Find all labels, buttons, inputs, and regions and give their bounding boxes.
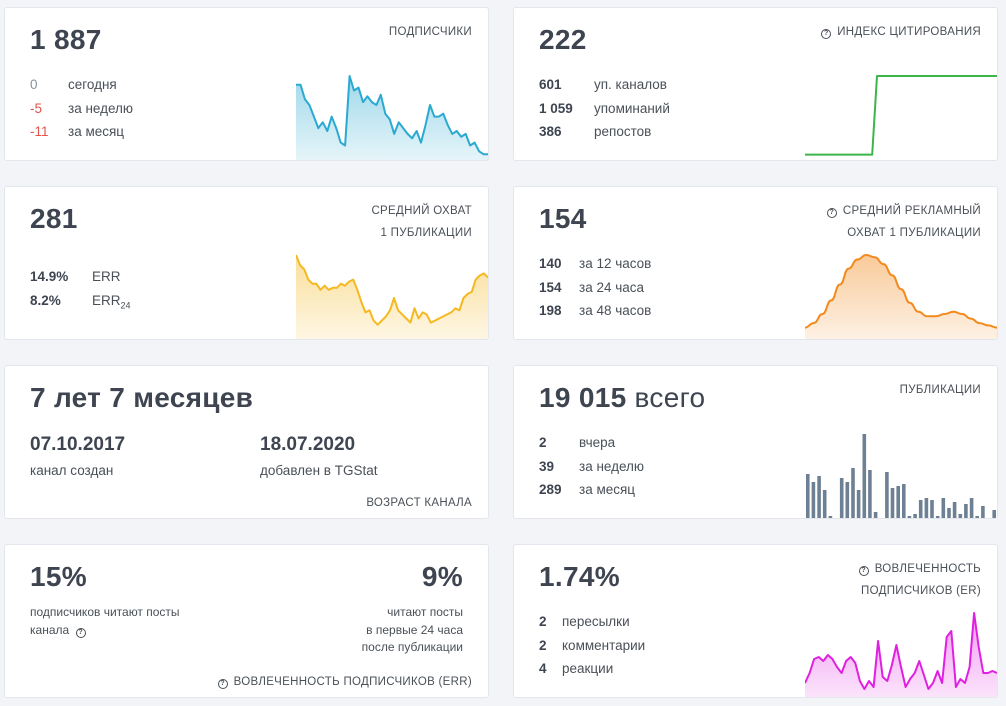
subscribers-stats: 0 сегодня -5 за неделю -11 за месяц	[30, 73, 133, 144]
citation-index-label: ? ИНДЕКС ЦИТИРОВАНИЯ	[821, 21, 981, 43]
added-date: 18.07.2020	[260, 434, 356, 455]
ad-reach-sparkline	[805, 254, 997, 339]
publications-stats: 2 вчера 39 за неделю 289 за месяц	[539, 435, 645, 497]
bar-mark	[839, 478, 844, 518]
er-stats: 2 пересылки 2 комментарии 4 реакции	[539, 614, 646, 676]
err-value: 15%	[30, 561, 87, 592]
bar-mark	[862, 434, 867, 518]
bar-mark	[822, 490, 827, 518]
help-icon[interactable]: ?	[75, 627, 86, 638]
bar-mark	[913, 514, 917, 518]
publications-label: ПУБЛИКАЦИИ	[899, 384, 981, 396]
stat-row-week: -5 за неделю	[30, 100, 134, 116]
ad-reach-card[interactable]: 154 ? СРЕДНИЙ РЕКЛАМНЫЙ ОХВАТ 1 ПУБЛИКАЦИ…	[513, 186, 998, 340]
reach-sparkline	[296, 254, 488, 339]
citation-index-value: 222	[539, 24, 587, 55]
series-line-mark	[805, 254, 997, 329]
bar-mark	[918, 500, 923, 518]
bar-mark	[947, 508, 951, 518]
citation-sparkline	[805, 75, 997, 156]
bar-mark	[845, 482, 850, 518]
channel-age-card[interactable]: 7 лет 7 месяцев 07.10.2017 канал создан …	[4, 365, 489, 519]
bar-mark	[969, 498, 974, 518]
bar-mark	[885, 472, 889, 518]
subscribers-count: 1 887	[30, 24, 102, 55]
created-date: 07.10.2017	[30, 434, 126, 455]
bar-mark	[975, 516, 979, 518]
series-line-mark	[805, 75, 997, 156]
created-caption: канал создан	[30, 463, 114, 478]
help-icon[interactable]: ?	[826, 208, 837, 218]
bar-mark	[902, 484, 906, 518]
er-label: ? ВОВЛЕЧЕННОСТЬ ПОДПИСЧИКОВ (ER)	[858, 558, 981, 602]
subscribers-label: ПОДПИСЧИКИ	[388, 26, 472, 38]
citation-index-card[interactable]: 222 ? ИНДЕКС ЦИТИРОВАНИЯ 601 уп. каналов 1…	[513, 7, 998, 161]
bar-mark	[935, 516, 940, 518]
bar-mark	[924, 498, 929, 518]
bar-mark	[907, 516, 912, 518]
area-fill-mark	[296, 255, 488, 339]
bar-mark	[873, 512, 878, 518]
bar-mark	[981, 506, 985, 518]
series-line-mark	[296, 254, 488, 326]
help-icon[interactable]: ?	[858, 566, 869, 576]
bar-mark	[811, 482, 816, 518]
area-fill-mark	[296, 76, 488, 160]
series-line-mark	[296, 75, 488, 156]
subscribers-card[interactable]: 1 887 ПОДПИСЧИКИ 0 сегодня -5 за неделю -1…	[4, 7, 489, 161]
bar-mark	[896, 486, 900, 518]
er-sparkline	[805, 612, 997, 697]
channel-age-value: 7 лет 7 месяцев	[30, 382, 254, 413]
err-description: подписчиков читают посты канала ?	[30, 605, 180, 638]
bar-mark	[890, 488, 895, 518]
bar-mark	[817, 476, 821, 518]
bar-mark	[828, 516, 833, 518]
bar-mark	[964, 504, 968, 518]
ad-reach-label: ? СРЕДНИЙ РЕКЛАМНЫЙ ОХВАТ 1 ПУБЛИКАЦИИ	[826, 200, 981, 244]
subscribers-sparkline	[296, 75, 488, 160]
ad-reach-stats: 140 за 12 часов 154 за 24 часа 198 за 48 ча…	[539, 256, 652, 318]
help-icon[interactable]: ?	[217, 679, 228, 689]
bar-mark	[952, 502, 957, 518]
stat-row-today: 0 сегодня	[30, 77, 117, 92]
bar-mark	[856, 490, 861, 518]
ad-reach-value: 154	[539, 203, 587, 234]
reach-stats: 14.9% ERR 8.2% ERR24	[30, 269, 131, 311]
er-value: 1.74%	[539, 561, 620, 592]
publications-bar-chart	[806, 434, 996, 518]
publications-card[interactable]: 19 015 всего ПУБЛИКАЦИИ 2 вчера 39 за неде…	[513, 365, 998, 519]
bar-mark	[992, 510, 996, 518]
bar-mark	[930, 500, 934, 518]
help-icon[interactable]: ?	[821, 29, 832, 39]
citation-stats: 601 уп. каналов 1 059 упоминаний 386 репост…	[539, 77, 670, 139]
bar-mark	[868, 470, 872, 518]
average-reach-card[interactable]: 281 СРЕДНИЙ ОХВАТ 1 ПУБЛИКАЦИИ 14.9% ERR …	[4, 186, 489, 340]
series-line-mark	[805, 612, 997, 690]
err24-value: 9%	[421, 561, 463, 592]
bar-mark	[941, 498, 946, 518]
area-fill-mark	[805, 255, 997, 339]
publications-total: 19 015 всего	[539, 382, 706, 413]
channel-age-label: ВОЗРАСТ КАНАЛА	[366, 497, 472, 509]
added-caption: добавлен в TGStat	[260, 463, 378, 478]
err-label: ? ВОВЛЕЧЕННОСТЬ ПОДПИСЧИКОВ (ERR)	[217, 671, 472, 693]
bar-mark	[958, 514, 963, 518]
stat-row-month: -11 за месяц	[30, 124, 125, 139]
bar-mark	[851, 468, 855, 518]
area-fill-mark	[805, 613, 997, 697]
bar-mark	[806, 474, 810, 518]
err-card[interactable]: 15% подписчиков читают посты канала ? 9%…	[4, 544, 489, 698]
average-reach-label: СРЕДНИЙ ОХВАТ 1 ПУБЛИКАЦИИ	[371, 205, 472, 239]
average-reach-value: 281	[30, 203, 78, 234]
err24-description: читают посты в первые 24 часа после публ…	[361, 605, 463, 654]
